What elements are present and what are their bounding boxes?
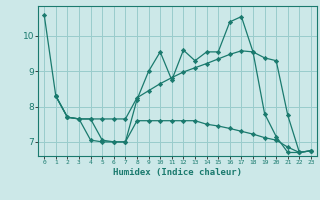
X-axis label: Humidex (Indice chaleur): Humidex (Indice chaleur) [113, 168, 242, 177]
